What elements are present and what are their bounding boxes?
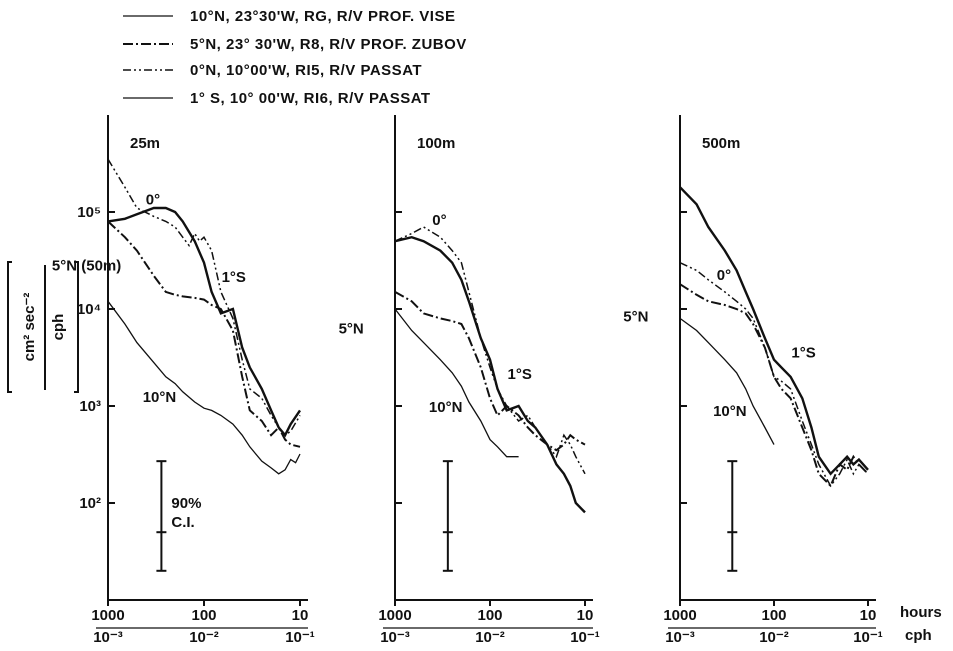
panel-title: 25m <box>130 135 160 152</box>
hours-tick-label: 10 <box>292 607 309 624</box>
legend-label-1S: 1° S, 10° 00'W, RI6, R/V PASSAT <box>190 90 431 107</box>
panel-2: 500m 1000 100 10 10⁻³ 10⁻² 10⁻¹ 10°N 5°N 0° 1°S <box>623 115 883 646</box>
series-label-1S: 1°S <box>508 366 532 383</box>
y-tick-label: 10³ <box>79 398 101 415</box>
hours-tick-label: 100 <box>761 607 786 624</box>
hours-tick-label: 100 <box>477 607 502 624</box>
legend-item-5N: 5°N, 23° 30'W, R8, R/V PROF. ZUBOV <box>123 36 467 53</box>
series-5N <box>394 291 586 452</box>
cph-tick-label: 10⁻³ <box>380 629 410 646</box>
legend-label-0: 0°N, 10°00'W, RI5, R/V PASSAT <box>190 62 422 79</box>
legend-item-10N: 10°N, 23°30'W, RG, R/V PROF. VISE <box>123 8 455 25</box>
series-1S <box>394 235 586 514</box>
panel-0: 25m 10² 10³ 10⁴ 10⁵ 1000 100 10 10⁻³ 10⁻² 10⁻¹ 10°N… <box>52 115 315 646</box>
y-tick-label: 10² <box>79 495 101 512</box>
y-label-bracket-left <box>7 261 12 393</box>
legend-item-0: 0°N, 10°00'W, RI5, R/V PASSAT <box>123 62 422 79</box>
cph-tick-label: 10⁻² <box>189 629 219 646</box>
cph-tick-label: 10⁻¹ <box>570 629 600 646</box>
series-label-10N: 10°N <box>143 389 177 406</box>
hours-tick-label: 1000 <box>91 607 124 624</box>
cph-tick-label: 10⁻² <box>475 629 505 646</box>
series-label-1S: 1°S <box>222 269 246 286</box>
y-label-denominator: cph <box>50 314 67 341</box>
series-label-0: 0° <box>432 212 446 229</box>
series-label-10N: 10°N <box>713 403 747 420</box>
hours-tick-label: 10 <box>577 607 594 624</box>
series-label-1S: 1°S <box>791 344 815 361</box>
cph-tick-label: 10⁻² <box>759 629 789 646</box>
series-5N <box>679 283 869 488</box>
series-0 <box>394 226 586 475</box>
series-0 <box>107 158 301 437</box>
y-tick-label: 10⁵ <box>77 204 101 221</box>
series-label-5N: 5°N <box>623 308 648 325</box>
series-10N <box>394 308 519 458</box>
series-label-0: 0° <box>717 267 731 284</box>
y-axis-label: cm² sec⁻² cph <box>7 261 79 393</box>
hours-tick-label: 1000 <box>378 607 411 624</box>
series-10N <box>679 317 775 445</box>
hours-tick-label: 10 <box>860 607 877 624</box>
hours-unit-label: hours <box>900 604 942 621</box>
series-1S <box>107 206 301 438</box>
panel-1: 100m 1000 100 10 10⁻³ 10⁻² 10⁻¹ 10°N 5°N 0° 1°S <box>339 115 600 646</box>
series-5N <box>107 220 301 448</box>
hours-tick-label: 1000 <box>663 607 696 624</box>
ci-label-bottom: C.I. <box>171 514 194 531</box>
panel-title: 500m <box>702 135 740 152</box>
y-label-numerator: cm² sec⁻² <box>21 293 38 362</box>
cph-tick-label: 10⁻³ <box>665 629 695 646</box>
cph-tick-label: 10⁻¹ <box>285 629 315 646</box>
panel-title: 100m <box>417 135 455 152</box>
series-1S <box>679 186 869 476</box>
legend-label-10N: 10°N, 23°30'W, RG, R/V PROF. VISE <box>190 8 455 25</box>
y-tick-label: 10⁴ <box>77 301 101 318</box>
series-10N <box>107 300 301 475</box>
panels: 25m 10² 10³ 10⁴ 10⁵ 1000 100 10 10⁻³ 10⁻² 10⁻¹ 10°N… <box>52 115 883 646</box>
legend-item-1S: 1° S, 10° 00'W, RI6, R/V PASSAT <box>123 90 431 107</box>
cph-unit-label: cph <box>905 627 932 644</box>
legend-label-5N: 5°N, 23° 30'W, R8, R/V PROF. ZUBOV <box>190 36 467 53</box>
series-label-10N: 10°N <box>429 399 463 416</box>
ci-label-top: 90% <box>171 495 201 512</box>
hours-tick-label: 100 <box>191 607 216 624</box>
series-0 <box>679 262 869 488</box>
series-label-5N: 5°N <box>339 320 364 337</box>
cph-tick-label: 10⁻¹ <box>853 629 883 646</box>
cph-tick-label: 10⁻³ <box>93 629 123 646</box>
series-label-5N: 5°N (50m) <box>52 258 121 275</box>
series-label-0: 0° <box>146 191 160 208</box>
legend: 10°N, 23°30'W, RG, R/V PROF. VISE 5°N, 2… <box>123 8 467 107</box>
y-label-bracket-right <box>74 261 79 393</box>
